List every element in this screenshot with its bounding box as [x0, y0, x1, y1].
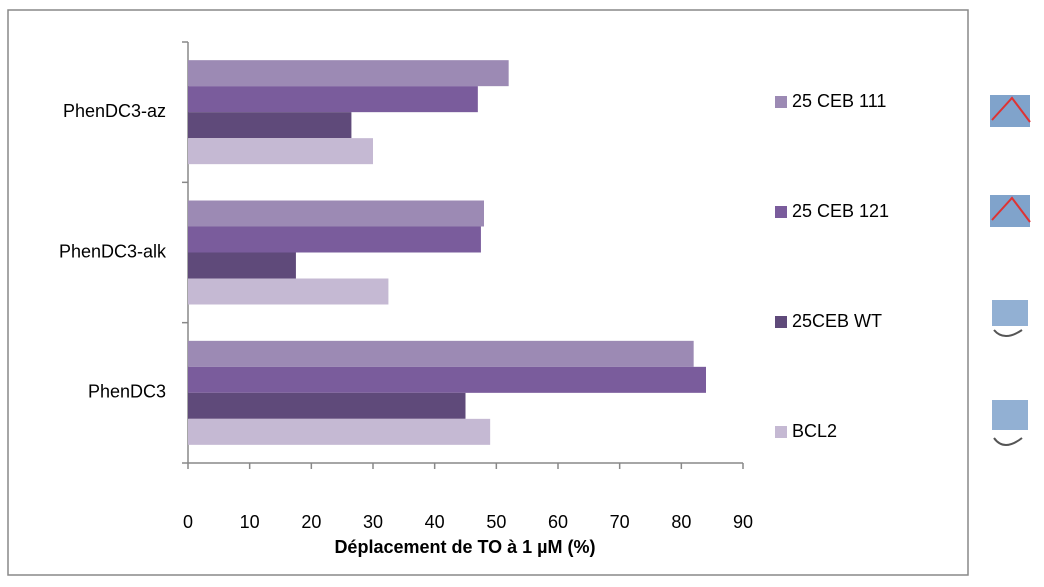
legend-label: 25 CEB 121 [792, 201, 889, 221]
x-tick-label: 30 [363, 512, 383, 532]
x-tick-label: 80 [671, 512, 691, 532]
x-tick-label: 10 [240, 512, 260, 532]
bar [188, 200, 484, 227]
icon [990, 95, 1031, 127]
legend-swatch [775, 316, 787, 328]
bar [188, 392, 466, 419]
legend-label: BCL2 [792, 421, 837, 441]
bar [188, 60, 509, 87]
bar [188, 226, 481, 253]
bar [188, 366, 706, 393]
x-tick-label: 60 [548, 512, 568, 532]
bar [188, 340, 694, 367]
legend-label: 25CEB WT [792, 311, 882, 331]
x-axis-title: Déplacement de TO à 1 µM (%) [334, 537, 595, 557]
bar [188, 252, 296, 279]
bar [188, 112, 352, 139]
y-tick-label: PhenDC3-az [63, 101, 166, 121]
structure-icons [990, 95, 1031, 446]
legend-swatch [775, 96, 787, 108]
legend-swatch [775, 426, 787, 438]
x-tick-label: 70 [610, 512, 630, 532]
icon [992, 300, 1028, 337]
x-tick-label: 90 [733, 512, 753, 532]
y-tick-label: PhenDC3 [88, 382, 166, 402]
bar [188, 278, 389, 305]
bar [188, 418, 491, 445]
x-tick-label: 40 [425, 512, 445, 532]
x-tick-label: 50 [486, 512, 506, 532]
bar [188, 86, 478, 113]
y-tick-label: PhenDC3-alk [59, 241, 167, 261]
legend-label: 25 CEB 111 [792, 91, 886, 111]
x-tick-label: 20 [301, 512, 321, 532]
bar [188, 138, 373, 165]
chart-frame [7, 9, 969, 576]
icon [992, 400, 1028, 446]
x-tick-label: 0 [183, 512, 193, 532]
icon [990, 195, 1031, 227]
legend-swatch [775, 206, 787, 218]
